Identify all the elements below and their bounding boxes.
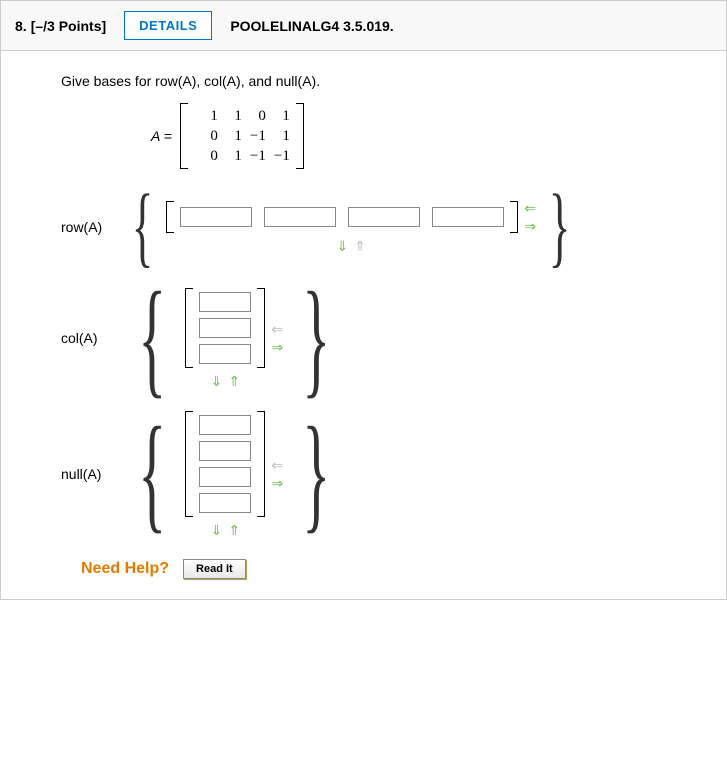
question-number: 8. bbox=[15, 18, 27, 34]
horizontal-expand-controls: ⇐ ⇒ bbox=[524, 201, 536, 233]
null-a-section: null(A) { ⇓ bbox=[61, 411, 686, 537]
row-vector-group: ⇐ ⇒ ⇓ ⇑ bbox=[166, 201, 536, 253]
horizontal-expand-controls: ⇐ ⇒ bbox=[271, 458, 283, 490]
brace-right: } bbox=[301, 288, 331, 389]
row-input[interactable] bbox=[348, 207, 420, 227]
matrix-rows: 1 1 0 1 0 1 −1 1 0 1 −1 −1 bbox=[188, 103, 296, 169]
null-input[interactable] bbox=[199, 467, 251, 487]
col-input[interactable] bbox=[199, 292, 251, 312]
remove-vector-icon[interactable]: ⇐ bbox=[524, 201, 536, 215]
null-input[interactable] bbox=[199, 493, 251, 513]
vertical-expand-controls: ⇓ ⇑ bbox=[211, 374, 240, 388]
remove-vector-icon[interactable]: ⇐ bbox=[271, 458, 283, 472]
null-vector-group: ⇓ ⇑ ⇐ ⇒ bbox=[185, 411, 283, 537]
row-input[interactable] bbox=[264, 207, 336, 227]
help-section: Need Help? Read It bbox=[81, 559, 686, 579]
bracket-right bbox=[296, 103, 304, 169]
row-a-label: row(A) bbox=[61, 219, 119, 235]
brace-right: } bbox=[548, 189, 572, 266]
row-inputs bbox=[174, 203, 510, 231]
add-vector-icon[interactable]: ⇒ bbox=[271, 476, 283, 490]
null-input[interactable] bbox=[199, 415, 251, 435]
col-a-label: col(A) bbox=[61, 330, 119, 346]
details-button[interactable]: DETAILS bbox=[124, 11, 212, 40]
question-body: Give bases for row(A), col(A), and null(… bbox=[1, 51, 726, 599]
null-inputs bbox=[193, 411, 257, 517]
add-vector-icon[interactable]: ⇒ bbox=[271, 340, 283, 354]
col-inputs bbox=[193, 288, 257, 368]
bracket-left bbox=[166, 201, 174, 233]
bracket-left bbox=[185, 411, 193, 517]
remove-row-icon[interactable]: ⇑ bbox=[228, 374, 240, 388]
brace-left: { bbox=[137, 423, 167, 524]
brace-right: } bbox=[301, 423, 331, 524]
null-input[interactable] bbox=[199, 441, 251, 461]
null-a-label: null(A) bbox=[61, 466, 119, 482]
remove-row-icon[interactable]: ⇑ bbox=[354, 239, 366, 253]
bracket-left bbox=[180, 103, 188, 169]
add-row-icon[interactable]: ⇓ bbox=[211, 374, 223, 388]
bracket-right bbox=[257, 288, 265, 368]
remove-row-icon[interactable]: ⇑ bbox=[228, 523, 240, 537]
bracket-right bbox=[510, 201, 518, 233]
add-row-icon[interactable]: ⇓ bbox=[336, 239, 348, 253]
add-vector-icon[interactable]: ⇒ bbox=[524, 219, 536, 233]
remove-vector-icon[interactable]: ⇐ bbox=[271, 322, 283, 336]
need-help-label: Need Help? bbox=[81, 560, 169, 578]
vertical-expand-controls: ⇓ ⇑ bbox=[211, 523, 240, 537]
add-row-icon[interactable]: ⇓ bbox=[211, 523, 223, 537]
col-vector-group: ⇓ ⇑ ⇐ ⇒ bbox=[185, 288, 283, 388]
question-container: 8. [–/3 Points] DETAILS POOLELINALG4 3.5… bbox=[0, 0, 727, 600]
vertical-expand-controls: ⇓ ⇑ bbox=[336, 239, 365, 253]
matrix-row: 0 1 −1 1 bbox=[194, 126, 290, 146]
matrix-label: A = bbox=[151, 128, 172, 144]
bracket-left bbox=[185, 288, 193, 368]
matrix-row: 1 1 0 1 bbox=[194, 106, 290, 126]
question-header: 8. [–/3 Points] DETAILS POOLELINALG4 3.5… bbox=[1, 1, 726, 51]
col-input[interactable] bbox=[199, 344, 251, 364]
brace-left: { bbox=[131, 189, 155, 266]
horizontal-expand-controls: ⇐ ⇒ bbox=[271, 322, 283, 354]
matrix-display: A = 1 1 0 1 0 1 −1 1 0 1 −1 bbox=[151, 103, 686, 169]
brace-left: { bbox=[137, 288, 167, 389]
matrix-row: 0 1 −1 −1 bbox=[194, 146, 290, 166]
question-prompt: Give bases for row(A), col(A), and null(… bbox=[61, 73, 686, 89]
question-reference: POOLELINALG4 3.5.019. bbox=[230, 18, 393, 34]
col-input[interactable] bbox=[199, 318, 251, 338]
col-a-section: col(A) { ⇓ ⇑ bbox=[61, 288, 686, 389]
row-input[interactable] bbox=[432, 207, 504, 227]
read-it-button[interactable]: Read It bbox=[183, 559, 246, 579]
points-label: [–/3 Points] bbox=[31, 18, 106, 34]
row-a-section: row(A) { ⇐ ⇒ bbox=[61, 189, 686, 266]
bracket-right bbox=[257, 411, 265, 517]
row-input[interactable] bbox=[180, 207, 252, 227]
